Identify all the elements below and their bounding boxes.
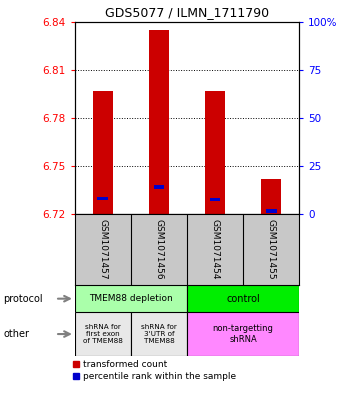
Bar	[187, 285, 299, 312]
Title: GDS5077 / ILMN_1711790: GDS5077 / ILMN_1711790	[105, 6, 269, 19]
Bar	[75, 312, 131, 356]
Text: TMEM88 depletion: TMEM88 depletion	[89, 294, 173, 303]
Bar	[154, 185, 164, 189]
Bar	[98, 196, 108, 200]
Text: shRNA for
first exon
of TMEM88: shRNA for first exon of TMEM88	[83, 324, 123, 344]
Bar	[205, 91, 225, 214]
Text: shRNA for
3'UTR of
TMEM88: shRNA for 3'UTR of TMEM88	[141, 324, 177, 344]
Text: non-targetting
shRNA: non-targetting shRNA	[212, 324, 274, 344]
Bar	[266, 209, 276, 213]
Bar	[75, 285, 187, 312]
Text: control: control	[226, 294, 260, 304]
Text: GSM1071457: GSM1071457	[98, 219, 107, 280]
Text: GSM1071455: GSM1071455	[267, 219, 276, 280]
Legend: transformed count, percentile rank within the sample: transformed count, percentile rank withi…	[72, 360, 237, 381]
Bar	[131, 312, 187, 356]
Bar	[93, 91, 113, 214]
Text: other: other	[3, 329, 29, 339]
Bar	[261, 179, 281, 214]
Bar	[149, 29, 169, 214]
Text: protocol: protocol	[3, 294, 43, 304]
Text: GSM1071456: GSM1071456	[154, 219, 164, 280]
Bar	[187, 312, 299, 356]
Text: GSM1071454: GSM1071454	[210, 219, 220, 280]
Bar	[210, 198, 220, 201]
